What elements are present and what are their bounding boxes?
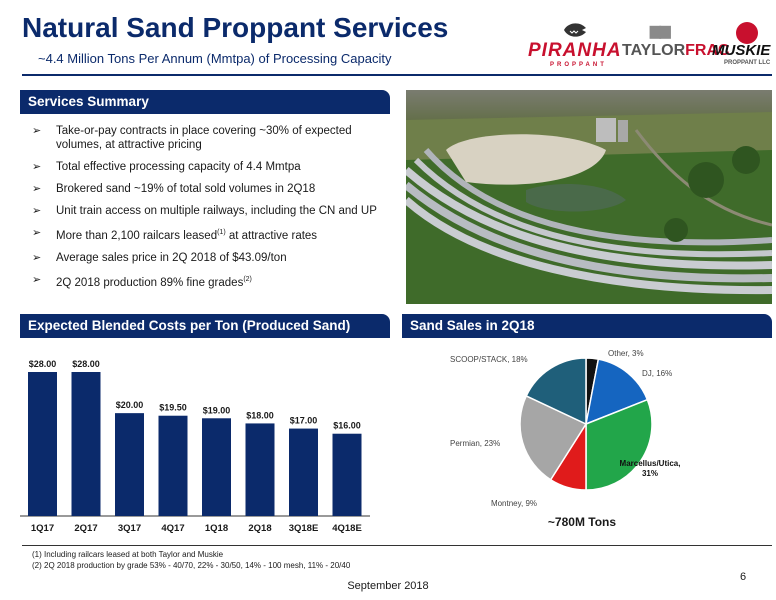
pie-slice-label: DJ, 16% — [642, 369, 672, 378]
bullet-item: Brokered sand ~19% of total sold volumes… — [30, 182, 390, 196]
footnotes: (1) Including railcars leased at both Ta… — [32, 549, 350, 571]
pie-slice-label: SCOOP/STACK, 18% — [450, 355, 528, 364]
bar-4Q18E — [332, 433, 362, 516]
bullet-text: Brokered sand ~19% of total sold volumes… — [56, 183, 316, 195]
x-tick-label: 4Q18E — [332, 523, 362, 534]
bar-1Q18 — [202, 418, 231, 516]
services-summary-header: Services Summary — [20, 90, 390, 114]
company-logos: PIRANHA PROPPANT ▆▆ TAYLORFRAC MUSKIE PR… — [528, 18, 776, 74]
muskie-logo-sub: PROPPANT LLC — [724, 60, 771, 66]
costs-per-ton-header: Expected Blended Costs per Ton (Produced… — [20, 314, 390, 338]
x-tick-label: 3Q18E — [289, 523, 319, 534]
pie-slice — [585, 358, 649, 426]
page-subtitle: ~4.4 Million Tons Per Annum (Mmtpa) of P… — [38, 51, 392, 66]
bar-value-label: $19.50 — [159, 403, 187, 413]
x-tick-label: 1Q18 — [205, 523, 228, 534]
services-bullet-list: Take-or-pay contracts in place covering … — [30, 124, 390, 298]
bar-value-label: $16.00 — [333, 421, 361, 431]
bullet-item: More than 2,100 railcars leased(1) at at… — [30, 226, 390, 243]
bar-value-label: $20.00 — [116, 400, 144, 410]
footnote-ref: (1) — [217, 229, 226, 236]
footer-date: September 2018 — [347, 580, 429, 592]
x-tick-label: 4Q17 — [161, 523, 184, 534]
bullet-item: Unit train access on multiple railways, … — [30, 204, 390, 218]
bar-2Q17 — [71, 372, 101, 516]
pie-slice-label: Other, 3% — [608, 349, 644, 358]
bar-value-label: $18.00 — [246, 410, 274, 420]
pie-slice — [585, 398, 653, 491]
bullet-item: Take-or-pay contracts in place covering … — [30, 124, 390, 152]
page-title: Natural Sand Proppant Services — [22, 12, 449, 43]
bar-3Q17 — [115, 413, 144, 516]
bullet-text-cont: at attractive rates — [225, 229, 318, 242]
bar-2Q18 — [245, 423, 275, 516]
bullet-text: 2Q 2018 production 89% fine grades — [56, 276, 244, 289]
costs-bar-chart: $28.00 1Q17 $28.00 2Q17 $20.00 3Q17 $19.50 4Q17… — [20, 344, 390, 536]
bar-1Q17 — [28, 372, 57, 516]
x-tick-label: 3Q17 — [118, 523, 141, 534]
bullet-text: Average sales price in 2Q 2018 of $43.09… — [56, 251, 287, 264]
pie-total-label: ~780M Tons — [548, 515, 616, 529]
muskie-logo: MUSKIE — [712, 42, 771, 59]
bullet-text: Unit train access on multiple railways, … — [56, 205, 377, 217]
footnote-1: (1) Including railcars leased at both Ta… — [32, 550, 224, 559]
bullet-item: Total effective processing capacity of 4… — [30, 160, 390, 174]
bar-4Q17 — [158, 415, 188, 516]
piranha-logo: PIRANHA — [528, 40, 622, 61]
x-tick-label: 2Q18 — [248, 523, 271, 534]
pie-slice — [525, 357, 587, 426]
taylorfrac-logo-suffix: FRAC — [685, 42, 730, 59]
taylorfrac-logo: TAYLORFRAC — [622, 42, 730, 60]
bullet-text: Take-or-pay contracts in place covering … — [56, 125, 352, 151]
piranha-fish-icon — [564, 23, 586, 37]
bullet-text: Total effective processing capacity of 4… — [56, 161, 301, 173]
footnote-2: (2) 2Q 2018 production by grade 53% - 40… — [32, 561, 351, 570]
sand-sales-pie-chart: Other, 3% DJ, 16% Marcellus/Utica, 31% Montn… — [402, 340, 772, 540]
muskie-emblem-icon — [736, 22, 758, 44]
bar-value-label: $28.00 — [72, 359, 100, 369]
bullet-item: 2Q 2018 production 89% fine grades(2) — [30, 273, 390, 290]
bar-value-label: $28.00 — [29, 359, 57, 369]
taylorfrac-logo-prefix: TAYLOR — [622, 42, 686, 59]
footnote-ref: (2) — [243, 275, 252, 283]
facility-aerial-photo — [406, 90, 772, 304]
x-tick-label: 2Q17 — [74, 523, 97, 534]
piranha-logo-sub: PROPPANT — [550, 62, 607, 68]
bullet-text: More than 2,100 railcars leased — [56, 229, 218, 242]
pie-slice-label: Marcellus/Utica, 31% — [620, 459, 681, 478]
page-number: 6 — [740, 571, 747, 583]
bullet-item: Average sales price in 2Q 2018 of $43.09… — [30, 251, 390, 265]
bar-value-label: $19.00 — [203, 405, 231, 415]
x-tick-label: 1Q17 — [31, 523, 54, 534]
title-divider — [22, 74, 772, 76]
bar-3Q18E — [289, 428, 318, 516]
pie-slice-label: Montney, 9% — [491, 499, 537, 508]
pie-slice-label: Permian, 23% — [450, 439, 500, 448]
sand-sales-header: Sand Sales in 2Q18 — [402, 314, 772, 338]
footnote-divider — [22, 545, 772, 546]
bar-value-label: $17.00 — [290, 416, 318, 426]
taylor-mark-icon: ▆▆ — [650, 22, 671, 38]
